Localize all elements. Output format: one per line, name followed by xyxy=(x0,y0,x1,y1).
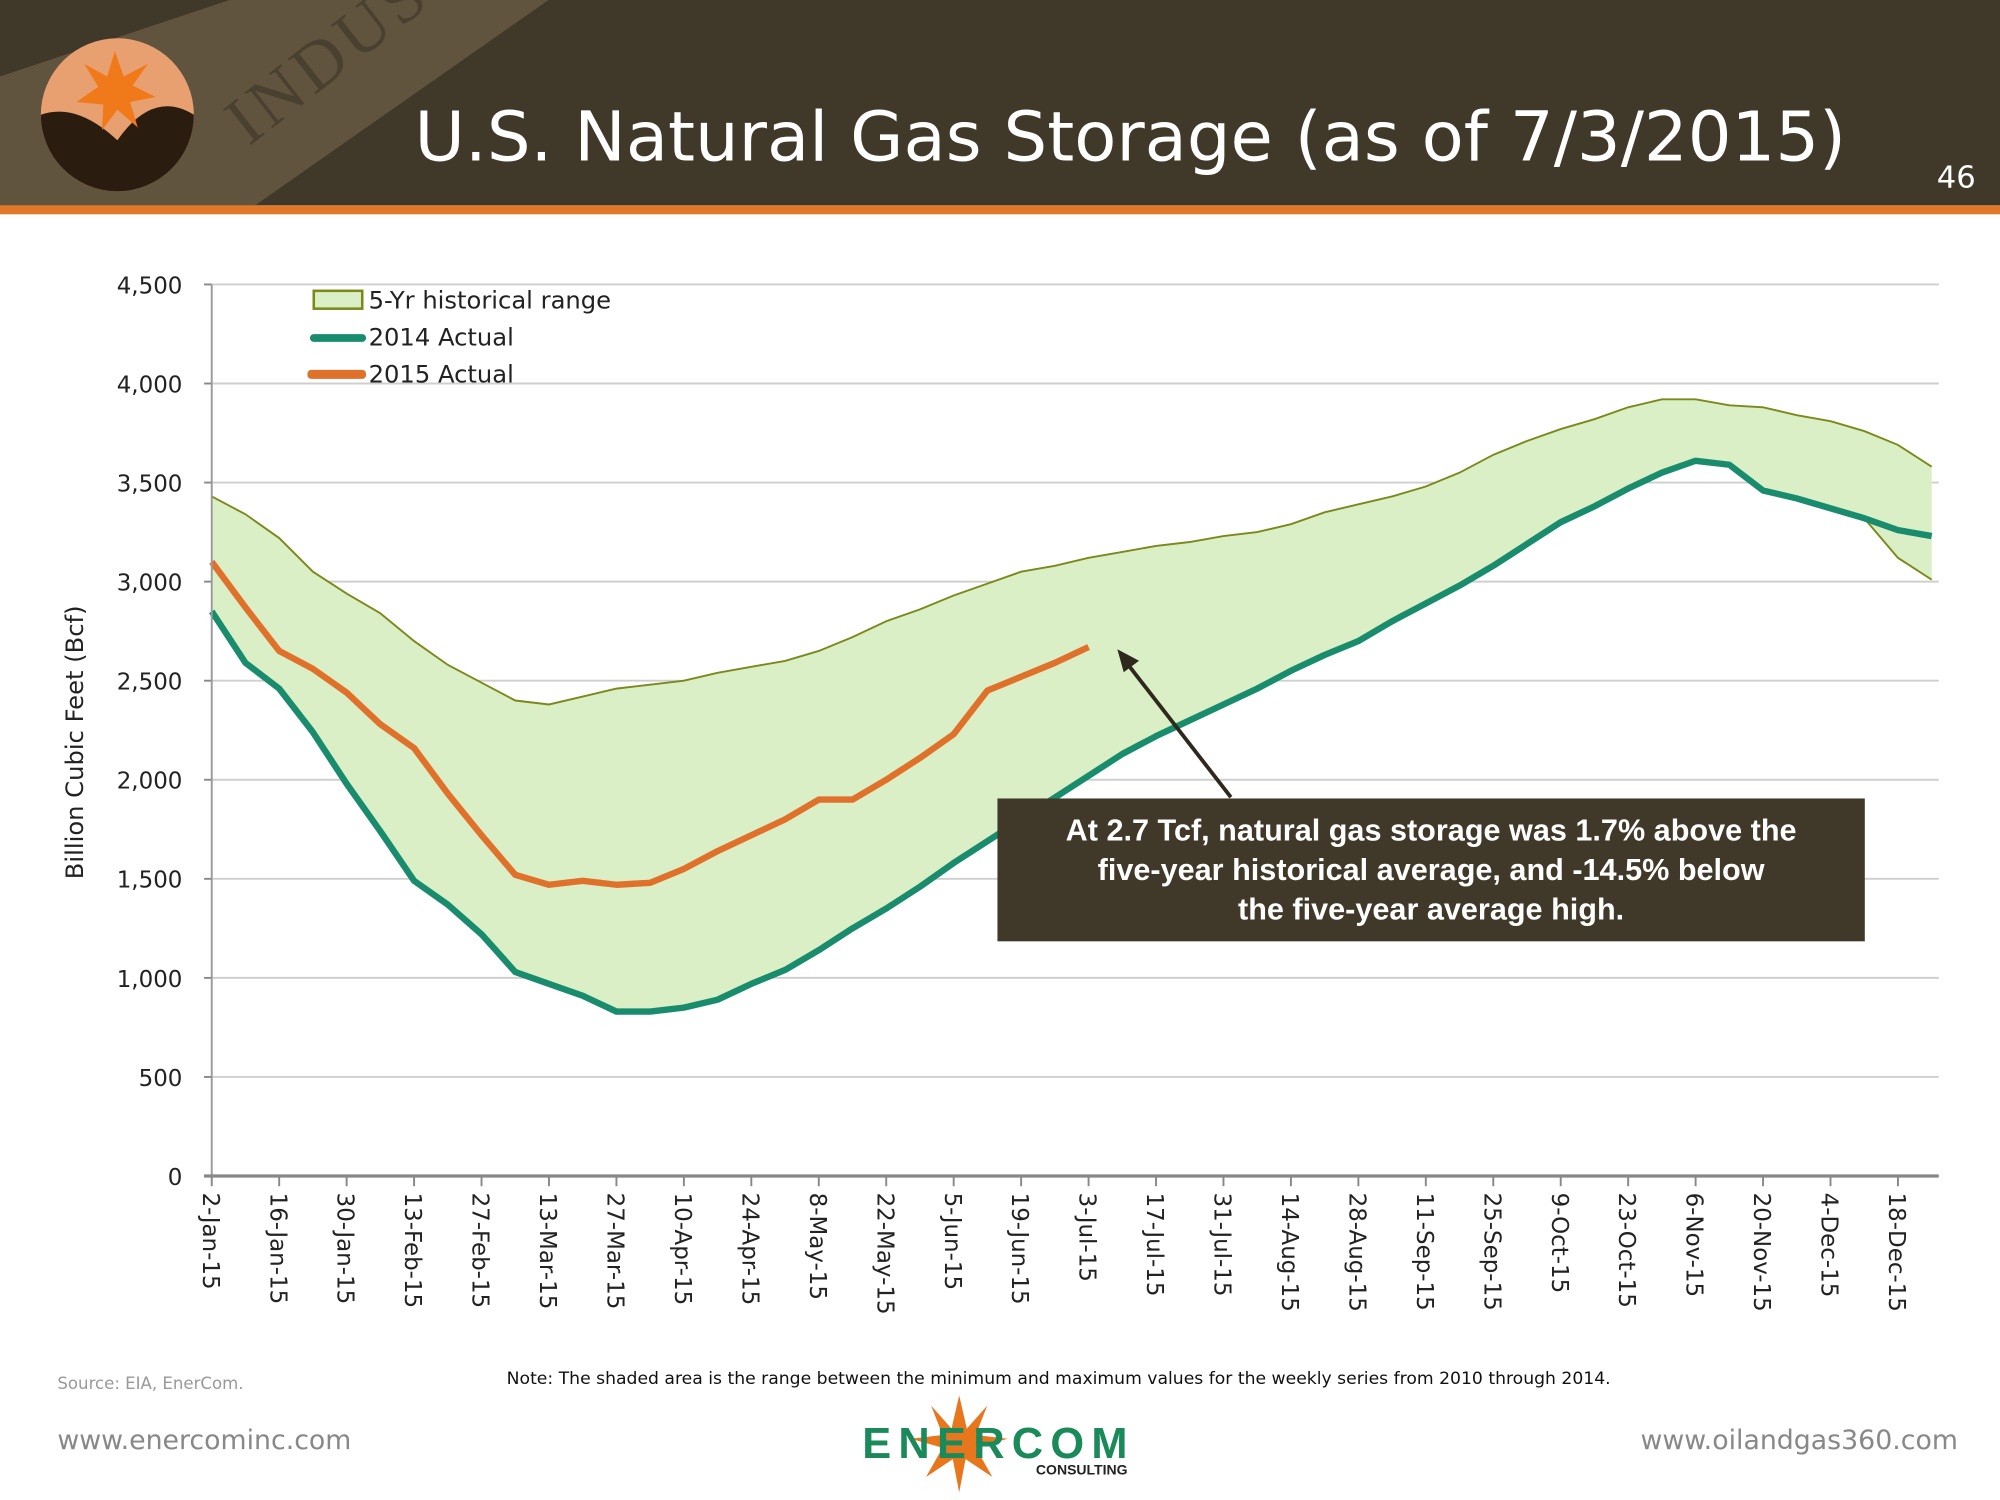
slide-number: 46 xyxy=(1937,160,1976,195)
legend: 5-Yr historical range 2014 Actual 2015 A… xyxy=(307,287,611,389)
x-tick-label: 20-Nov-15 xyxy=(1748,1193,1774,1312)
page-title: U.S. Natural Gas Storage (as of 7/3/2015… xyxy=(415,98,1847,178)
series-2015-line xyxy=(209,559,1090,888)
x-tick-label: 5-Jun-15 xyxy=(939,1193,965,1290)
x-tick-label: 31-Jul-15 xyxy=(1209,1193,1235,1297)
sun-icon xyxy=(76,51,156,131)
legend-item-range: 5-Yr historical range xyxy=(312,287,611,315)
x-tick-label: 8-May-15 xyxy=(804,1193,830,1300)
right-url-link[interactable]: www.oilandgas360.com xyxy=(1640,1425,1957,1456)
y-tick-label: 3,000 xyxy=(117,571,183,597)
y-tick-label: 0 xyxy=(168,1165,183,1191)
x-tick-label: 17-Jul-15 xyxy=(1141,1193,1167,1297)
legend-label: 2015 Actual xyxy=(369,361,514,389)
source-text: Source: EIA, EnerCom. xyxy=(57,1374,243,1393)
x-tick-label: 30-Jan-15 xyxy=(332,1193,358,1305)
callout-arrow xyxy=(1123,659,1233,799)
x-tick-label: 25-Sep-15 xyxy=(1478,1193,1504,1311)
enercom-logo: ENERCOM CONSULTING xyxy=(862,1395,1128,1493)
arrowhead-icon xyxy=(1117,649,1140,673)
range-area xyxy=(211,399,1932,1012)
x-tick-label: 9-Oct-15 xyxy=(1546,1193,1572,1294)
logo-text: ENERCOM xyxy=(862,1420,1127,1468)
x-tick-label: 23-Oct-15 xyxy=(1613,1193,1639,1308)
series-2014-line xyxy=(209,457,1933,1015)
left-url-link[interactable]: www.enercominc.com xyxy=(57,1425,351,1456)
x-tick-label: 18-Dec-15 xyxy=(1883,1193,1909,1312)
x-tick-label: 4-Dec-15 xyxy=(1816,1193,1842,1298)
y-tick-label: 2,500 xyxy=(117,670,183,696)
legend-item-2014: 2014 Actual xyxy=(309,324,514,352)
x-tick-label: 27-Mar-15 xyxy=(602,1193,628,1310)
y-tick-label: 4,000 xyxy=(117,372,183,398)
legend-label: 2014 Actual xyxy=(369,324,514,352)
y-axis-label: Billion Cubic Feet (Bcf) xyxy=(61,605,89,879)
x-tick-label: 16-Jan-15 xyxy=(264,1193,290,1305)
y-tick-label: 500 xyxy=(139,1066,183,1092)
x-tick-label: 10-Apr-15 xyxy=(669,1193,695,1306)
callout: At 2.7 Tcf, natural gas storage was 1.7%… xyxy=(997,649,1865,942)
y-tick-label: 4,500 xyxy=(117,273,183,299)
y-tick-label: 2,000 xyxy=(117,769,183,795)
y-tick-label: 1,500 xyxy=(117,868,183,894)
x-tick-label: 14-Aug-15 xyxy=(1276,1193,1302,1312)
x-tick-label: 24-Apr-15 xyxy=(736,1193,762,1306)
range-max-line xyxy=(211,398,1933,706)
x-tick-label: 28-Aug-15 xyxy=(1343,1193,1369,1312)
legend-item-2015: 2015 Actual xyxy=(307,361,514,389)
x-tick-label: 19-Jun-15 xyxy=(1006,1193,1032,1305)
x-tick-label: 27-Feb-15 xyxy=(467,1193,493,1309)
x-tick-label: 13-Mar-15 xyxy=(534,1193,560,1310)
x-tick-label: 3-Jul-15 xyxy=(1074,1193,1100,1282)
chart: 0 500 1,000 1,500 2,000 2,500 3,000 3,500 4,000 4… xyxy=(61,273,1939,1315)
callout-line-3: the five-year average high. xyxy=(1238,893,1624,927)
callout-line-1: At 2.7 Tcf, natural gas storage was 1.7%… xyxy=(1066,814,1797,848)
x-tick-label: 22-May-15 xyxy=(871,1193,897,1315)
sun-icon xyxy=(910,1395,1008,1493)
header-globe-logo xyxy=(40,38,194,192)
callout-line-2: five-year historical average, and -14.5%… xyxy=(1098,853,1765,887)
x-tick-label: 13-Feb-15 xyxy=(399,1193,425,1309)
x-tick-label: 2-Jan-15 xyxy=(197,1193,223,1290)
x-tick-label: 6-Nov-15 xyxy=(1681,1193,1707,1297)
x-tick-label: 11-Sep-15 xyxy=(1411,1193,1437,1311)
y-tick-label: 1,000 xyxy=(117,967,183,993)
legend-label: 5-Yr historical range xyxy=(369,287,611,315)
y-tick-label: 3,500 xyxy=(117,471,183,497)
note-text: Note: The shaded area is the range betwe… xyxy=(507,1369,1611,1389)
logo-subtext: CONSULTING xyxy=(1036,1461,1128,1477)
